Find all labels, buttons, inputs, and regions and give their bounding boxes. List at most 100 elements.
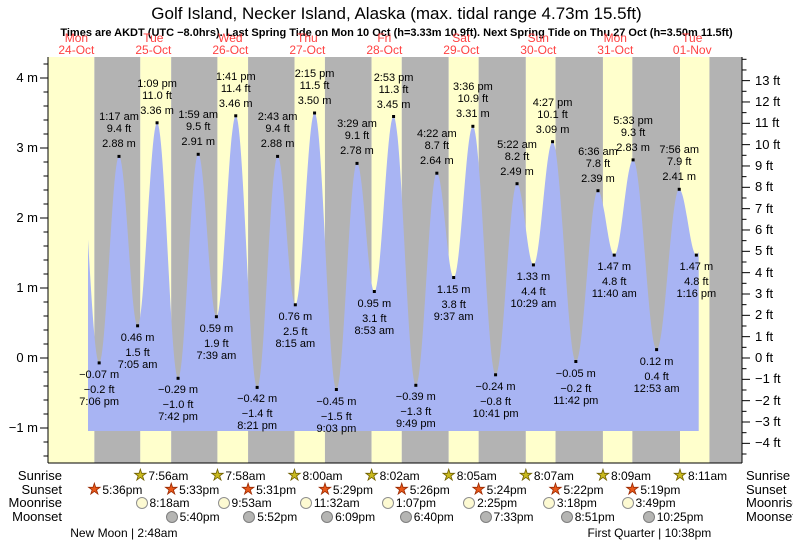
high-tide-ft: 8.7 ft: [424, 140, 450, 153]
high-tide-m: 2.91 m: [181, 136, 216, 149]
low-tide-label: −0.42 m −1.4 ft 8:21 pm: [215, 393, 299, 432]
astro-row-label-left: Moonset: [12, 508, 62, 524]
tide-curve-area: [88, 113, 699, 431]
low-tide-m: 1.47 m: [679, 261, 714, 274]
low-tide-time: 7:06 pm: [79, 395, 120, 408]
tide-extreme-dot: [276, 154, 280, 158]
y-axis-right-tick-label: 13 ft: [755, 72, 781, 88]
high-tide-label: 6:36 am 7.8 ft 2.39 m: [556, 146, 640, 185]
tide-extreme-dot: [655, 348, 659, 352]
low-tide-ft: −1.5 ft: [320, 410, 352, 423]
moonrise-moon-time: 11:32am: [313, 496, 360, 510]
sunrise-star-time: 7:58am: [225, 469, 266, 483]
high-tide-m: 2.39 m: [581, 172, 615, 185]
sunrise-star-time: 8:05am: [456, 469, 497, 483]
sunset-star-time: 5:19pm: [640, 482, 681, 497]
low-tide-label: 1.47 m 4.8 ft 11:40 am: [572, 261, 656, 300]
high-tide-ft: 9.5 ft: [185, 121, 211, 134]
sunset-star-icon: ★: [395, 480, 409, 498]
y-axis-left-tick-label: 1 m: [16, 280, 38, 295]
high-tide-time: 3:36 pm: [452, 81, 493, 94]
sunrise-star-icon: ★: [210, 467, 225, 484]
astro-row-label-right: Moonset: [746, 508, 793, 524]
high-tide-time: 1:09 pm: [137, 77, 177, 90]
day-label: Wed 26-Oct: [194, 32, 266, 56]
y-axis-right-tick-label: 5 ft: [755, 243, 774, 259]
high-tide-time: 1:41 pm: [215, 70, 256, 83]
sunrise-star-icon: ★: [519, 467, 533, 484]
sunset-star-icon: ★: [164, 480, 178, 498]
high-tide-label: 4:22 am 8.7 ft 2.64 m: [395, 128, 479, 167]
high-tide-ft: 10.1 ft: [537, 108, 568, 121]
low-tide-m: 0.59 m: [199, 322, 234, 335]
high-tide-time: 1:17 am: [99, 111, 139, 124]
high-tide-label: 3:36 pm 10.9 ft 3.31 m: [431, 81, 515, 120]
daylight-band: [48, 57, 95, 463]
sunset-star-time: 5:31pm: [256, 482, 297, 497]
day-label-dow: Mon: [64, 31, 89, 45]
day-label-dow: Mon: [603, 31, 627, 45]
tide-extreme-dot: [117, 154, 121, 158]
high-tide-m: 2.49 m: [500, 165, 534, 178]
low-tide-label: −0.24 m −0.8 ft 10:41 pm: [454, 381, 538, 420]
day-label-date: 29-Oct: [443, 43, 480, 57]
high-tide-m: 2.88 m: [260, 138, 295, 151]
moonset-moon-time: 8:51pm: [574, 509, 615, 524]
moonset-moon-time: 10:25pm: [656, 509, 704, 524]
sunrise-star-icon: ★: [596, 467, 610, 484]
night-band: [709, 57, 742, 463]
low-tide-time: 9:03 pm: [316, 422, 357, 435]
sunset-star-time: 5:29pm: [332, 482, 373, 497]
moonset-moon-icon: [560, 510, 573, 523]
low-tide-label: 0.46 m 1.5 ft 7:05 am: [96, 332, 180, 371]
low-tide-time: 7:42 pm: [158, 411, 198, 424]
tide-extreme-dot: [452, 276, 456, 279]
sunrise-star-time: 7:56am: [148, 469, 189, 483]
high-tide-m: 3.31 m: [456, 108, 490, 121]
day-label-dow: Tue: [682, 31, 703, 45]
high-tide-label: 4:27 pm 10.1 ft 3.09 m: [511, 97, 595, 136]
low-tide-time: 11:40 am: [591, 288, 637, 301]
low-tide-label: 1.47 m 4.8 ft 1:16 pm: [654, 261, 738, 300]
day-label-date: 28-Oct: [366, 43, 403, 57]
low-tide-ft: 4.8 ft: [602, 276, 627, 289]
moonset-moon-time: 6:40pm: [413, 509, 454, 524]
sunset-star-icon: ★: [471, 480, 486, 498]
high-tide-time: 7:56 am: [659, 144, 700, 157]
low-tide-ft: 1.9 ft: [204, 337, 229, 350]
sunset-star-icon: ★: [625, 480, 640, 498]
moonrise-moon-time: 3:49pm: [635, 496, 676, 510]
y-axis-right-tick-label: 0 ft: [755, 350, 774, 365]
low-tide-label: 1.15 m 3.8 ft 9:37 am: [412, 284, 496, 323]
low-tide-m: −0.29 m: [158, 384, 199, 397]
day-label: Thu 27-Oct: [271, 32, 343, 56]
low-tide-time: 8:21 pm: [237, 420, 278, 433]
high-tide-ft: 8.2 ft: [504, 150, 530, 163]
low-tide-m: −0.45 m: [316, 395, 357, 408]
sunset-star-time: 5:33pm: [179, 482, 220, 497]
high-tide-time: 3:29 am: [337, 118, 377, 131]
low-tide-ft: −1.0 ft: [162, 399, 194, 412]
low-tide-label: 0.12 m 0.4 ft 12:53 am: [615, 356, 699, 395]
y-axis-right-tick-label: 4 ft: [755, 264, 774, 280]
sunrise-star-time: 8:11am: [688, 469, 728, 483]
low-tide-ft: 2.5 ft: [283, 325, 308, 338]
tide-extreme-dot: [234, 114, 238, 118]
moonset-moon-icon: [321, 510, 334, 523]
low-tide-time: 9:37 am: [433, 310, 474, 323]
moonset-moon-time: 6:09pm: [335, 509, 376, 524]
day-label: Tue 25-Oct: [117, 32, 189, 56]
sunset-star-time: 5:36pm: [102, 482, 143, 497]
low-tide-ft: −0.8 ft: [480, 395, 512, 408]
high-tide-label: 2:15 pm 11.5 ft 3.50 m: [273, 68, 357, 107]
high-tide-ft: 10.9 ft: [457, 93, 489, 106]
day-label: Fri 28-Oct: [348, 32, 420, 56]
high-tide-ft: 9.3 ft: [620, 126, 646, 139]
page-subtitle: Times are AKDT (UTC −8.0hrs). Last Sprin…: [60, 27, 733, 39]
day-label: Mon 24-Oct: [40, 32, 112, 56]
tide-extreme-dot: [596, 189, 600, 193]
low-tide-m: 0.76 m: [278, 310, 313, 323]
moon-phase-caption: New Moon | 2:48am: [70, 526, 178, 540]
tide-extreme-dot: [255, 385, 259, 389]
high-tide-label: 2:43 am 9.4 ft 2.88 m: [236, 111, 320, 150]
